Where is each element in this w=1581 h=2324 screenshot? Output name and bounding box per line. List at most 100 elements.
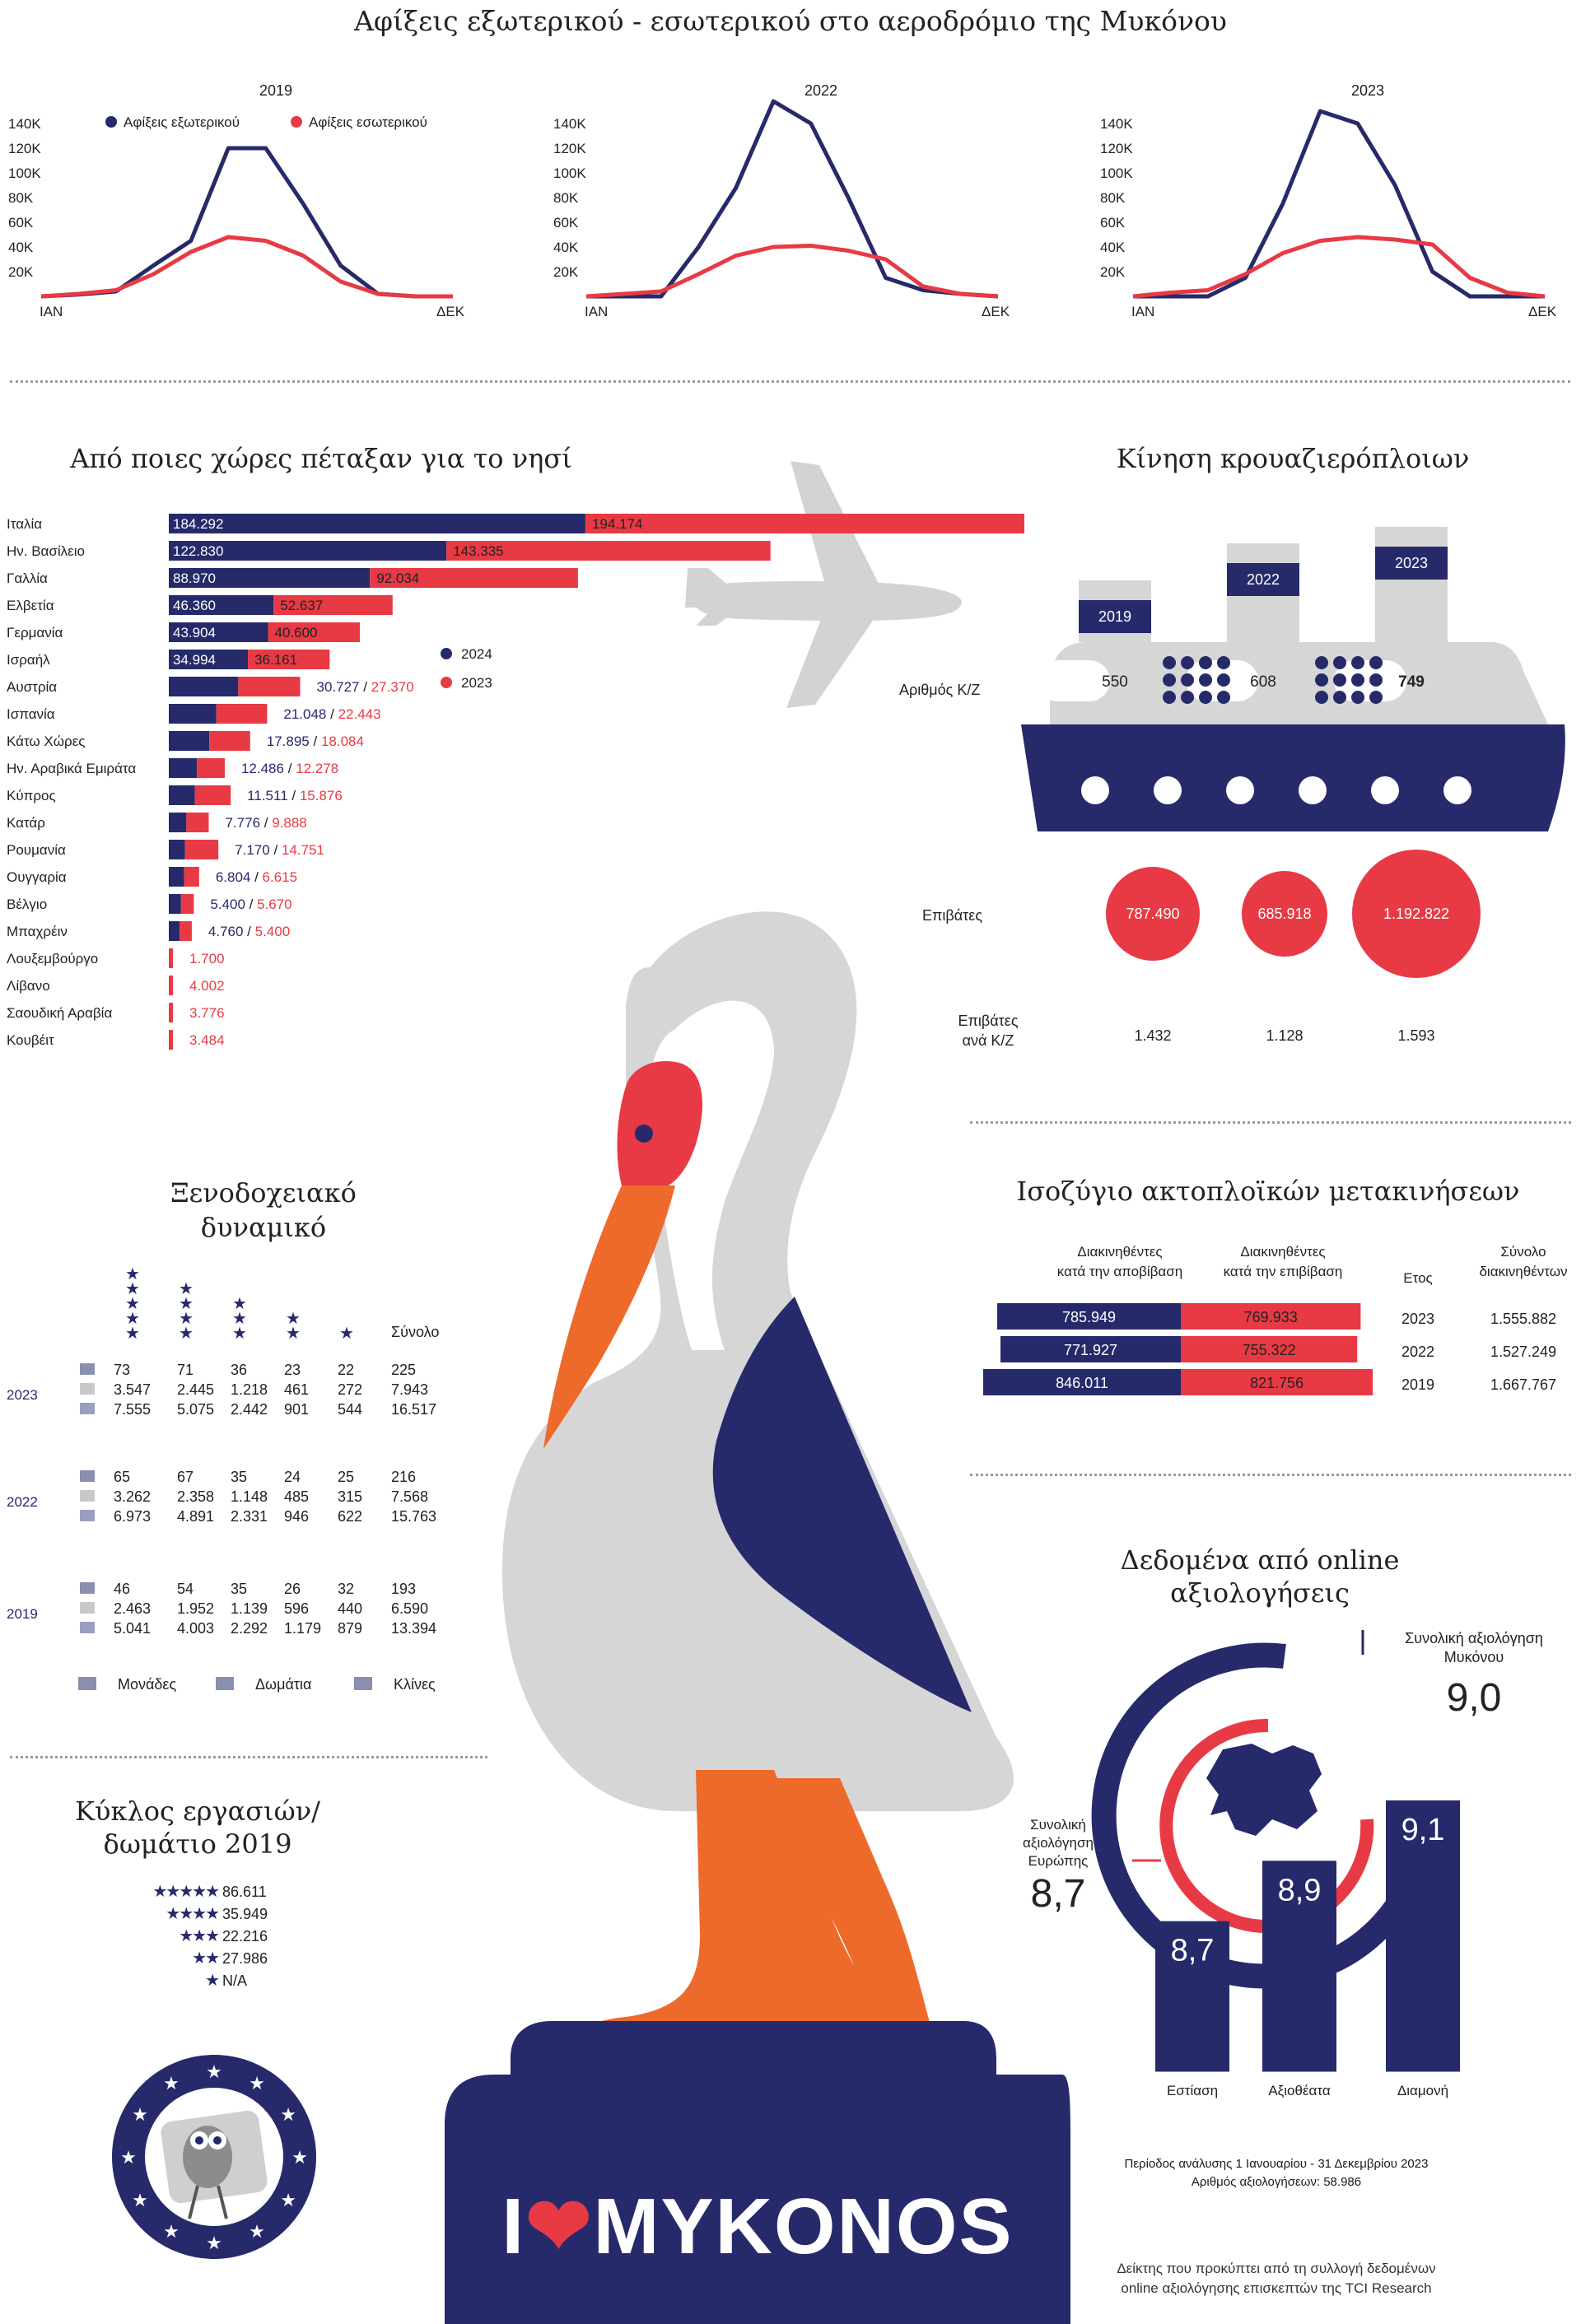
ferry-bar-embark: [1181, 1303, 1361, 1330]
ship-window-dot: [1199, 673, 1212, 687]
bar-2024: [169, 704, 217, 724]
ferry-balance-chart: Διακινηθέντες κατά την αποβίβαση Διακινηθέ…: [983, 1244, 1568, 1395]
bar-label-2023: 18.084: [321, 734, 364, 749]
ship-window-dot: [1315, 673, 1328, 687]
europe-label-line-2: αξιολόγηση: [1023, 1835, 1094, 1851]
bar-label-2024: 12.486: [241, 761, 284, 776]
hotel-value: 73: [114, 1362, 130, 1378]
bar-label-2023: 4.002: [189, 978, 225, 994]
hotel-value: 544: [338, 1401, 362, 1418]
bar-2024: [169, 785, 195, 805]
countries-title: Από ποιες χώρες πέταξαν για το νησί: [70, 443, 572, 474]
ship-window-dot: [1181, 673, 1194, 687]
country-label: Κάτω Χώρες: [7, 734, 85, 749]
hotel-value: 7.568: [391, 1488, 428, 1505]
hotel-value: 2.442: [231, 1401, 268, 1418]
bar-2023: [370, 568, 578, 588]
x-start-label: ΙΑΝ: [585, 304, 608, 319]
country-label: Ισραήλ: [7, 652, 50, 668]
ferry-year: 2023: [1401, 1311, 1434, 1327]
hotel-value: 461: [284, 1381, 309, 1398]
hotel-value: 46: [114, 1581, 130, 1597]
hotel-value: 22: [338, 1362, 354, 1378]
europe-score-ring: [1159, 1718, 1374, 1933]
hotel-value: 596: [284, 1600, 309, 1617]
badge-star-icon: ★: [206, 2061, 222, 2082]
bar-label-2023: 14.751: [282, 842, 324, 858]
country-label: Κατάρ: [7, 815, 45, 831]
country-label: Λουξεμβούργο: [7, 951, 98, 966]
ship-count: 749: [1398, 673, 1425, 691]
ship-funnel: [1375, 527, 1448, 642]
bar-label-sep: /: [250, 869, 262, 885]
ship-porthole: [1371, 776, 1399, 804]
bar-label-2023: 3.484: [189, 1032, 225, 1048]
bar-2023: [180, 921, 192, 941]
ship-window-dot: [1199, 656, 1212, 669]
hotel-value: 946: [284, 1508, 309, 1525]
bar-label-2024: 4.760: [208, 924, 244, 939]
star-icon: ★: [286, 1310, 301, 1328]
hotel-value: 35: [231, 1469, 247, 1485]
revenue-value: 22.216: [222, 1928, 268, 1944]
bar-label-sep: /: [243, 924, 254, 939]
ferry-embark-value: 769.933: [1244, 1309, 1298, 1325]
hotel-legend-label: Μονάδες: [118, 1676, 176, 1693]
bar-2024: [169, 541, 447, 561]
bar-label-pair: 5.400 / 5.670: [210, 897, 291, 912]
bar-label-2023: 27.370: [371, 679, 414, 695]
hotel-value: 3.547: [114, 1381, 151, 1398]
ferry-total: 1.527.249: [1490, 1344, 1556, 1360]
y-tick-label: 60K: [1100, 215, 1126, 231]
country-label: Μπαχρέιν: [7, 924, 68, 939]
x-start-label: ΙΑΝ: [40, 304, 63, 319]
series-line-international: [1133, 109, 1545, 299]
hotel-value: 440: [338, 1600, 362, 1617]
divider-right-2: [970, 1474, 1571, 1476]
badge-star-icon: ★: [206, 2233, 222, 2253]
chart-year-title: 2019: [259, 82, 292, 99]
ships-label: Αριθμός Κ/Ζ: [899, 682, 980, 698]
revenue-stars-icon: ★★: [192, 1949, 219, 1968]
revenue-stars-icon: ★★★★★: [152, 1883, 219, 1901]
cruise-year: 2022: [1247, 571, 1280, 588]
y-tick-label: 80K: [553, 190, 579, 206]
legend-2024: 2024: [461, 646, 492, 662]
hotels-title: Ξενοδοχειακό δυναμικό: [107, 1176, 420, 1245]
hotel-value: 32: [338, 1581, 354, 1597]
bar-label-2024: 21.048: [283, 706, 326, 722]
hotel-value: 2.445: [177, 1381, 214, 1398]
bar-label-2024: 6.804: [216, 869, 251, 885]
cruise-year: 2019: [1098, 608, 1131, 625]
revenue-title: Κύκλος εργασιών/δωμάτιο 2019: [16, 1795, 379, 1861]
logo-word: MYKONOS: [593, 2182, 1014, 2270]
legend-international: Αφίξεις εξωτερικού: [124, 114, 240, 130]
bar-2023: [169, 1030, 173, 1050]
per-ship-value: 1.128: [1266, 1027, 1303, 1044]
airplane-icon: [685, 461, 962, 708]
room-icon: [80, 1490, 95, 1502]
logo-i: I: [501, 2182, 526, 2270]
unit-icon: [80, 1470, 95, 1482]
bar-2023: [184, 840, 219, 859]
star-icon: ★: [125, 1295, 140, 1313]
hotel-value: 879: [338, 1620, 362, 1637]
hotel-year: 2023: [7, 1387, 38, 1403]
hotel-value: 7.943: [391, 1381, 428, 1398]
ship-window-dot: [1315, 656, 1328, 669]
y-tick-label: 20K: [553, 264, 579, 280]
star-icon: ★: [179, 1310, 194, 1328]
hotel-value: 15.763: [391, 1508, 436, 1525]
ferry-bar-disembark: [1000, 1336, 1181, 1362]
passengers-bubble: [1106, 867, 1200, 961]
star-icon: ★: [286, 1325, 301, 1343]
cruise-ship-chart: 2019 550 2022 608 2023 749 Αριθμός Κ/Ζ Επιβάτες…: [899, 527, 1565, 1049]
hotel-value: 3.262: [114, 1488, 151, 1505]
bar-label-2024: 43.904: [173, 625, 216, 640]
ship-window-dot: [1333, 691, 1346, 704]
ferry-head-year: Ετος: [1403, 1270, 1432, 1286]
bar-label-2023: 5.400: [255, 924, 291, 939]
star-icon: ★: [339, 1325, 354, 1343]
legend-dot-2024: [441, 648, 452, 659]
